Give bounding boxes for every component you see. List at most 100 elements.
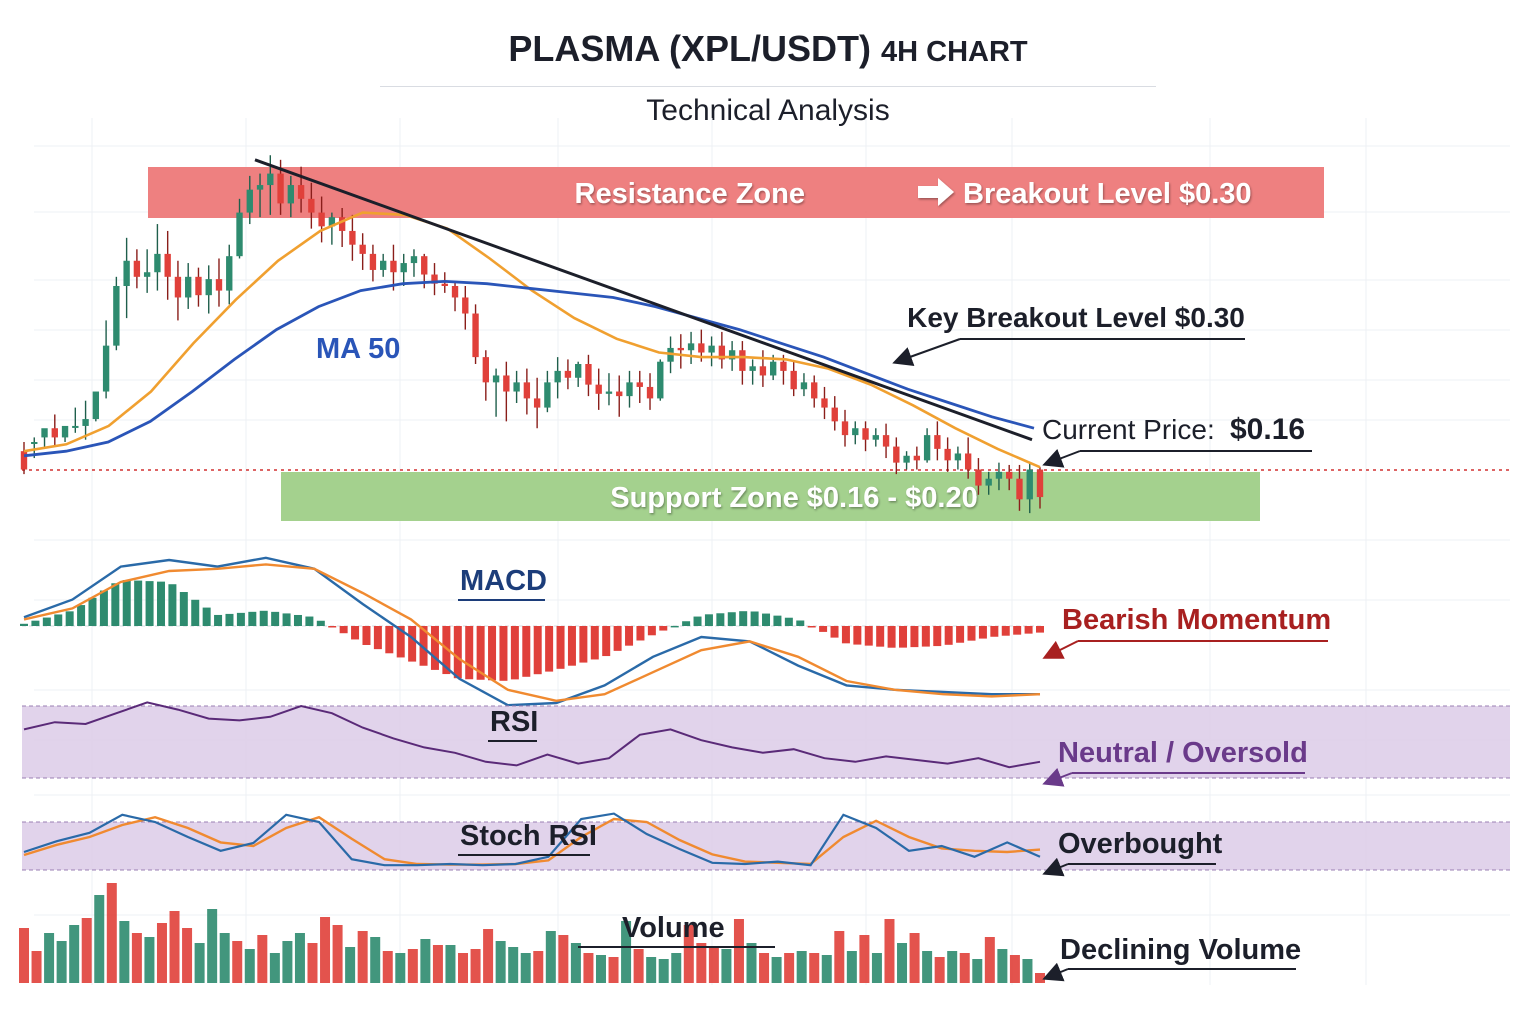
descending-trendline [254,158,1033,442]
candle [236,198,243,259]
volume-bar [194,943,205,983]
volume-bar [432,945,443,983]
candle [841,409,849,447]
candle [985,471,992,495]
chart-title: PLASMA (XPL/USDT) 4H CHART [0,28,1536,70]
volume-bar [520,953,531,983]
macd-histogram-bar [933,626,942,647]
candle [595,368,602,410]
volume-bar [395,953,406,983]
candle [492,368,500,417]
macd-histogram-bar [602,626,611,657]
volume-bar [545,931,556,983]
candle-body [390,260,397,273]
candle [164,230,171,300]
candle [215,258,223,307]
volume-bar [947,951,958,983]
macd-histogram-bar [65,611,74,626]
macd-histogram-bar [202,607,211,626]
candle-body [985,478,992,486]
candle [82,400,89,440]
macd-histogram-bar [567,626,576,666]
candle-body [759,366,767,376]
candle [903,451,910,470]
macd-histogram-bar [305,616,314,626]
candle [759,350,767,387]
volume-bar [959,953,970,983]
volume-bar [269,953,280,983]
macd-histogram-bar [990,626,999,637]
macd-histogram-bar [248,611,257,626]
volume-bar [207,909,218,983]
candle-body [1026,469,1033,500]
candle [811,375,818,408]
candle-body [749,366,756,371]
candle-body [359,244,366,254]
candle [503,361,510,422]
neutral-arrow-icon [1042,767,1073,787]
candle-body [431,274,438,284]
resistance-arrow-icon [918,178,954,206]
candle [226,244,233,305]
macd-histogram-bar [179,592,188,626]
macd-histogram-bar [659,626,668,631]
candle-body [380,260,387,270]
volume-bar [131,933,142,983]
candle-body [267,173,274,186]
volume-bar [106,883,117,983]
candle [72,407,79,433]
volume-bar [31,951,42,983]
candle-body [585,364,592,385]
macd-histogram-bar [419,626,428,666]
candle-body [1006,471,1013,479]
candle-body [544,382,551,408]
breakout-label: Breakout Level $0.30 [963,178,1252,210]
candle-body [944,448,951,461]
candle-body [51,428,58,438]
macd-histogram-bar [750,611,759,626]
candle-body [646,386,654,399]
macd-histogram-bar [499,626,508,681]
macd-histogram-bar [670,625,679,628]
candle-body [728,350,736,360]
candle [380,253,387,277]
volume-bar [721,949,732,983]
candle [113,276,120,351]
volume-bar [81,918,92,983]
candle-body [61,425,69,438]
macd-histogram-bar [328,626,337,628]
volume-bar [871,953,882,983]
candle [256,173,264,218]
volume-bar [997,949,1008,983]
title-divider [380,86,1156,87]
macd-histogram-bar [259,610,268,626]
volume-bar [1035,973,1045,983]
volume-bar [219,933,230,983]
macd-histogram-bar [853,626,862,645]
macd-histogram-bar [488,626,497,681]
candle-body [256,185,264,190]
candle [749,359,756,385]
volume-bar [294,933,305,983]
candle-body [277,173,284,204]
volume-bar [859,935,870,983]
macd-histogram-bar [876,626,885,647]
candle [1006,464,1013,491]
candle [451,281,459,312]
macd-histogram-bar [579,626,588,663]
macd-histogram-bar [887,626,896,648]
candle-body [421,256,428,275]
candle-body [82,419,89,426]
macd-histogram-bar [864,626,873,646]
volume-bar [182,928,193,983]
candle [544,370,551,413]
candle-body [31,442,38,444]
macd-histogram-bar [704,614,713,626]
macd-histogram-bar [636,626,645,641]
candle [1036,467,1044,509]
volume-bar [570,943,581,983]
candle [246,175,253,225]
bearish-label: Bearish Momentum [1062,604,1331,636]
candle-body [92,391,100,420]
candle-body [687,343,695,351]
